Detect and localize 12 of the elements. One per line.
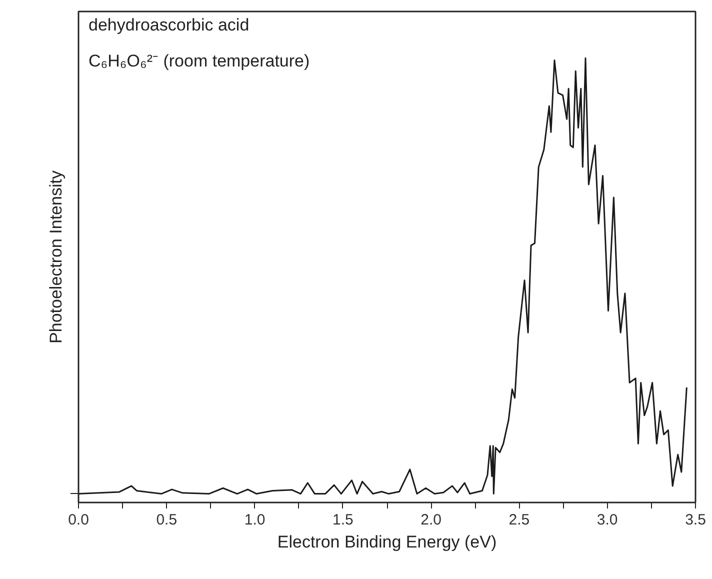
x-axis-title: Electron Binding Energy (eV) (277, 532, 497, 552)
x-tick-label: 2.0 (420, 512, 442, 528)
text: dehydroascorbic acid (88, 16, 250, 34)
x-tick-label: 1.0 (244, 512, 266, 528)
x-tick-label: 0.5 (156, 512, 178, 528)
y-axis-title: Photoelectron Intensity (46, 170, 66, 344)
x-tick-label: 0.0 (68, 512, 89, 528)
x-tick-label: 1.5 (332, 512, 354, 528)
x-tick-label: 3.0 (596, 512, 618, 528)
annotation: C₆H₆O₆²⁻ (room temperature) (88, 52, 310, 70)
x-tick-label: 2.5 (508, 512, 530, 528)
x-tick-label: 3.5 (685, 512, 706, 528)
